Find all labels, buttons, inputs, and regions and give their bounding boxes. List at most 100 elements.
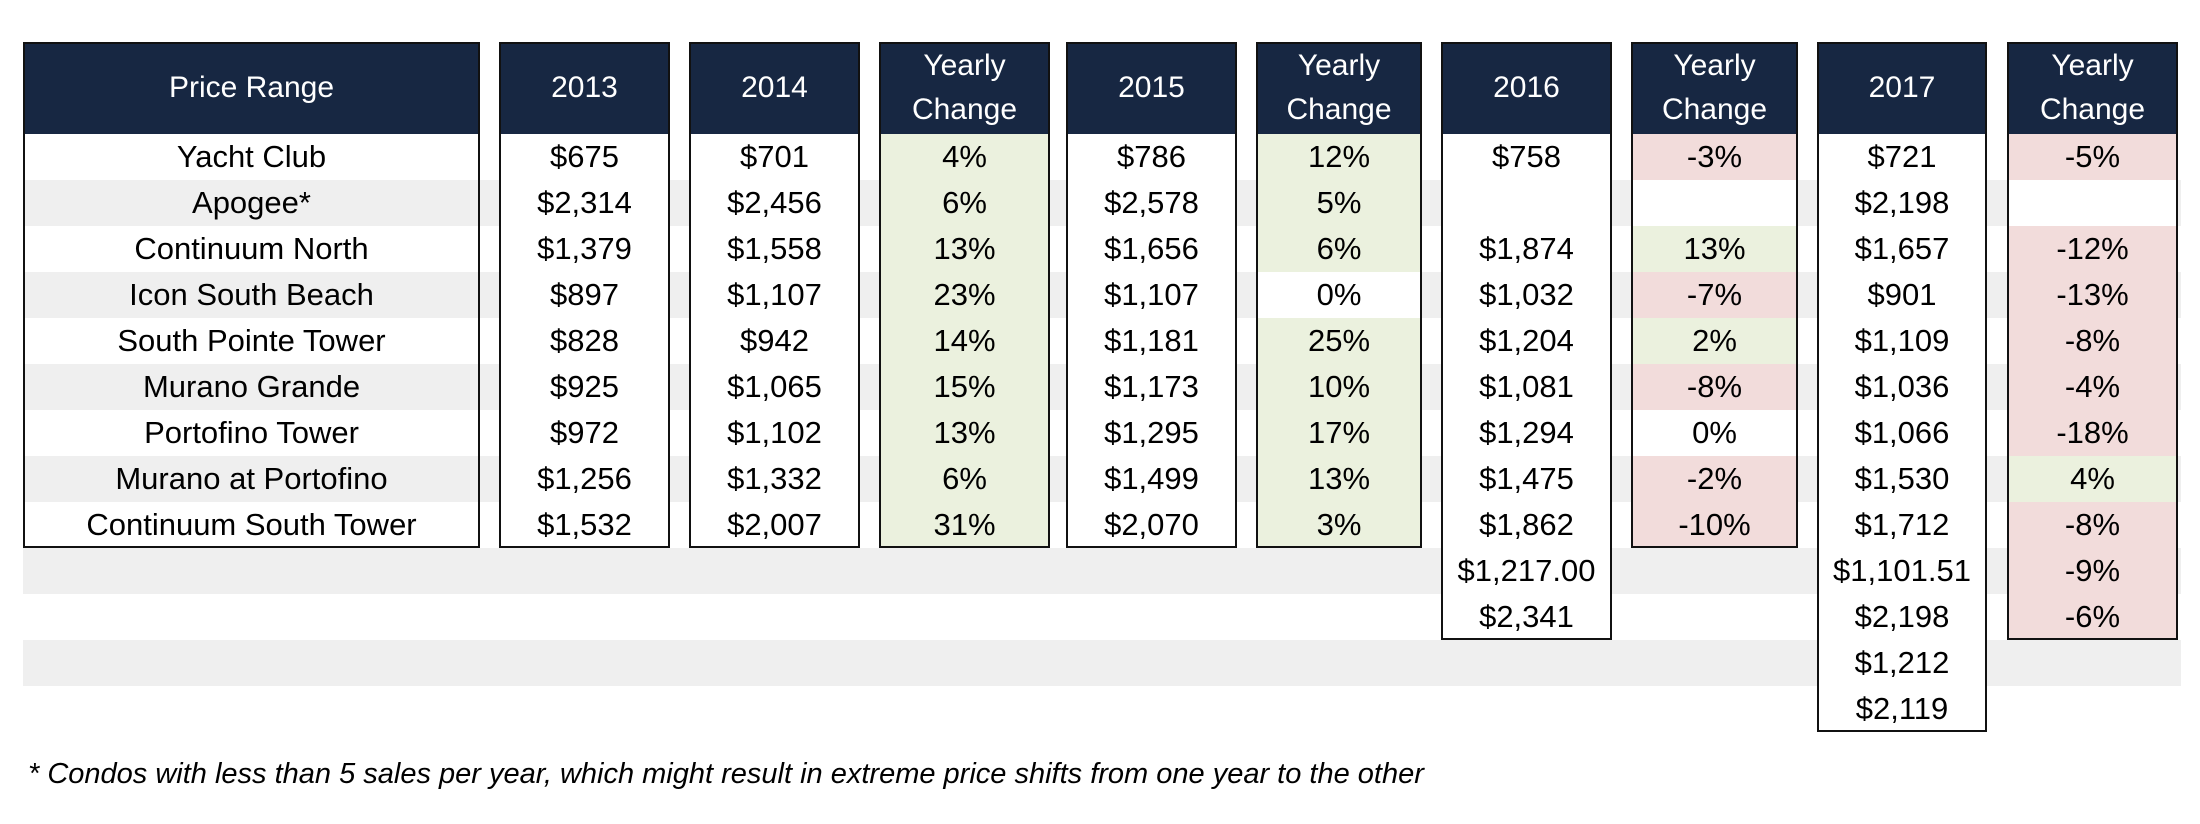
table-cell: 14% (879, 318, 1050, 364)
table-cell: -5% (2007, 134, 2178, 180)
table-cell: $2,007 (689, 502, 860, 548)
table-cell: $2,070 (1066, 502, 1237, 548)
table-cell: $675 (499, 134, 670, 180)
header-text: 2015 (1118, 71, 1185, 104)
footnote: * Condos with less than 5 sales per year… (28, 758, 1424, 790)
table-cell: 13% (1256, 456, 1422, 502)
header-text: Yearly (2051, 49, 2134, 82)
table-cell: $2,341 (1441, 594, 1612, 640)
table-cell: $1,204 (1441, 318, 1612, 364)
header-text: Price Range (168, 71, 335, 104)
table-cell: $925 (499, 364, 670, 410)
table-cell: $721 (1817, 134, 1987, 180)
table-cell: 5% (1256, 180, 1422, 226)
table-cell: $1,532 (499, 502, 670, 548)
column-header-c2014: Yearly Change (879, 42, 1050, 134)
table-cell: 25% (1256, 318, 1422, 364)
header-text: Change (911, 93, 1018, 126)
table-cell: $2,456 (689, 180, 860, 226)
table-cell: -8% (2007, 318, 2178, 364)
table-cell: $701 (689, 134, 860, 180)
table-cell: 12% (1256, 134, 1422, 180)
table-cell: $1,656 (1066, 226, 1237, 272)
table-cell: $1,530 (1817, 456, 1987, 502)
table-cell: 4% (2007, 456, 2178, 502)
table-cell: $2,198 (1817, 594, 1987, 640)
table-cell: $758 (1441, 134, 1612, 180)
table-cell: $2,198 (1817, 180, 1987, 226)
table-cell: 6% (879, 180, 1050, 226)
table-cell (1441, 180, 1612, 226)
table-cell: $1,081 (1441, 364, 1612, 410)
table-cell: $942 (689, 318, 860, 364)
table-cell: -7% (1631, 272, 1798, 318)
header-text: 2017 (1868, 71, 1936, 104)
header-text: Yearly (1673, 49, 1756, 82)
table-cell: $786 (1066, 134, 1237, 180)
table-cell: 0% (1256, 272, 1422, 318)
table-cell: $1,862 (1441, 502, 1612, 548)
table-cell: 23% (879, 272, 1050, 318)
column-header-y2016: 2016 (1441, 42, 1612, 134)
table-cell: $901 (1817, 272, 1987, 318)
table-cell: 31% (879, 502, 1050, 548)
table-cell: $2,578 (1066, 180, 1237, 226)
table-cell: 2% (1631, 318, 1798, 364)
table-cell: 6% (1256, 226, 1422, 272)
table-cell (1631, 180, 1798, 226)
table-cell: $1,499 (1066, 456, 1237, 502)
header-text: Change (1661, 93, 1768, 126)
row-label: Murano at Portofino (115, 461, 388, 496)
table-cell: $1,212 (1817, 640, 1987, 686)
column-header-c2016: Yearly Change (1631, 42, 1798, 134)
column-header-c2017: Yearly Change (2007, 42, 2178, 134)
table-cell: $1,558 (689, 226, 860, 272)
table-cell: $1,874 (1441, 226, 1612, 272)
table-cell: $1,107 (689, 272, 860, 318)
row-label: South Pointe Tower (117, 323, 386, 358)
table-cell: 6% (879, 456, 1050, 502)
header-text: Change (2039, 93, 2146, 126)
column-header-y2014: 2014 (689, 42, 860, 134)
table-cell: $1,065 (689, 364, 860, 410)
table-cell: $1,217.00 (1441, 548, 1612, 594)
table-cell: $972 (499, 410, 670, 456)
table-cell: $1,107 (1066, 272, 1237, 318)
table-cell: $1,475 (1441, 456, 1612, 502)
table-cell: $1,332 (689, 456, 860, 502)
table-cell: $1,712 (1817, 502, 1987, 548)
row-label: Icon South Beach (129, 277, 374, 312)
table-cell: -8% (1631, 364, 1798, 410)
table-cell: 4% (879, 134, 1050, 180)
row-label: Continuum South Tower (86, 507, 417, 542)
table-cell: $1,379 (499, 226, 670, 272)
row-label: Yacht Club (176, 139, 327, 174)
table-cell: -3% (1631, 134, 1798, 180)
table-cell: $1,032 (1441, 272, 1612, 318)
table-cell: $1,181 (1066, 318, 1237, 364)
table-cell: $2,119 (1817, 686, 1987, 732)
table-cell: -9% (2007, 548, 2178, 594)
column-header-y2017: 2017 (1817, 42, 1987, 134)
table-cell (2007, 180, 2178, 226)
header-text: 2016 (1493, 71, 1560, 104)
table-cell: $897 (499, 272, 670, 318)
table-cell: -12% (2007, 226, 2178, 272)
table-cell: $1,294 (1441, 410, 1612, 456)
row-label: Continuum North (134, 231, 369, 266)
table-cell: 10% (1256, 364, 1422, 410)
table-cell: -2% (1631, 456, 1798, 502)
column-header-c2015: Yearly Change (1256, 42, 1422, 134)
table-cell: 0% (1631, 410, 1798, 456)
column-header-label: Price Range (23, 42, 480, 134)
table-cell: $1,102 (689, 410, 860, 456)
table-cell: 15% (879, 364, 1050, 410)
table-cell: $1,101.51 (1817, 548, 1987, 594)
row-label: Murano Grande (142, 369, 361, 404)
table-cell: 13% (1631, 226, 1798, 272)
table-cell: $1,295 (1066, 410, 1237, 456)
column-header-y2015: 2015 (1066, 42, 1237, 134)
header-text: 2013 (551, 71, 618, 104)
header-text: 2014 (741, 71, 808, 104)
table-cell: $1,036 (1817, 364, 1987, 410)
